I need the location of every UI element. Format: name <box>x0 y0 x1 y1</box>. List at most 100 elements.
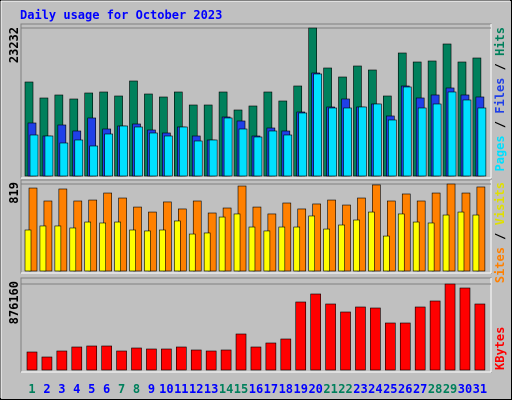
x-tick-label: 1 <box>28 382 35 396</box>
bar <box>129 229 136 272</box>
x-tick-label: 13 <box>204 382 218 396</box>
bar <box>146 348 157 371</box>
x-tick-label: 21 <box>323 382 337 396</box>
bar <box>432 103 442 177</box>
bar <box>355 306 366 371</box>
bar <box>188 233 196 272</box>
bar <box>248 226 256 272</box>
x-tick-label: 31 <box>473 382 487 396</box>
bar <box>54 225 62 272</box>
x-tick-label: 11 <box>174 382 188 396</box>
bar <box>190 349 202 371</box>
bar <box>429 300 441 371</box>
bar <box>457 211 465 272</box>
bar <box>368 211 375 272</box>
legend-entry: Sites <box>493 247 507 283</box>
x-tick-label: 2 <box>43 382 50 396</box>
bar <box>477 107 487 177</box>
bar <box>388 119 397 177</box>
x-tick-label: 9 <box>148 382 155 396</box>
bar <box>149 132 158 177</box>
x-tick-label: 10 <box>159 382 173 396</box>
bar <box>238 128 248 177</box>
x-tick-label: 15 <box>234 382 248 396</box>
bar <box>250 346 262 371</box>
bar <box>353 219 360 272</box>
x-tick-label: 4 <box>73 382 80 396</box>
legend: Pages / Files / Hits <box>493 27 507 172</box>
bar <box>161 348 172 371</box>
bar <box>101 345 112 371</box>
x-tick-label: 17 <box>264 382 278 396</box>
legend-entry: Pages <box>493 135 507 171</box>
bar <box>24 229 32 272</box>
bar <box>235 333 247 371</box>
x-tick-label: 20 <box>308 382 322 396</box>
x-tick-label: 28 <box>428 382 442 396</box>
bar <box>412 221 420 272</box>
bar <box>203 232 211 272</box>
legend-separator: / <box>493 225 507 247</box>
legend: KBytes <box>493 327 507 370</box>
y-tick-label: 876160 <box>7 281 21 324</box>
x-tick-label: 24 <box>368 382 382 396</box>
bar <box>427 222 435 272</box>
bar <box>71 346 83 371</box>
x-tick-label: 25 <box>383 382 397 396</box>
bar <box>174 220 181 272</box>
bar <box>343 107 352 177</box>
bar <box>442 214 450 272</box>
bar <box>472 214 480 272</box>
x-tick-label: 30 <box>458 382 472 396</box>
bar <box>104 133 113 177</box>
bar <box>208 139 218 177</box>
x-tick-label: 6 <box>103 382 110 396</box>
bar <box>114 221 121 272</box>
legend-separator: / <box>493 114 507 136</box>
bar <box>69 227 77 272</box>
bar <box>444 283 456 371</box>
bar <box>134 126 143 177</box>
bar <box>164 135 173 177</box>
bar <box>462 99 472 177</box>
bar <box>89 145 99 177</box>
bar <box>280 338 292 371</box>
bar <box>293 226 301 272</box>
bar <box>459 287 471 371</box>
bar <box>385 322 396 371</box>
x-tick-label: 8 <box>133 382 140 396</box>
legend-entry: Visits <box>493 182 507 225</box>
bar <box>447 91 457 177</box>
bar <box>41 356 53 371</box>
bar <box>278 226 286 272</box>
bar <box>159 229 166 272</box>
x-tick-label: 29 <box>443 382 457 396</box>
bar <box>308 215 315 272</box>
legend-separator: / <box>493 56 507 78</box>
x-tick-label: 7 <box>118 382 125 396</box>
legend: Sites / Visits <box>493 182 507 283</box>
bar <box>265 342 277 371</box>
bar <box>218 216 226 272</box>
bar <box>253 136 263 177</box>
x-tick-label: 27 <box>413 382 427 396</box>
x-tick-label: 23 <box>353 382 367 396</box>
bar <box>414 306 426 371</box>
bar <box>233 213 241 272</box>
x-tick-label: 12 <box>189 382 203 396</box>
bar <box>131 347 142 371</box>
y-tick-label: 819 <box>7 182 21 204</box>
bar <box>179 126 188 177</box>
x-tick-label: 16 <box>249 382 263 396</box>
bar <box>313 73 322 177</box>
bar <box>74 139 84 177</box>
x-tick-label: 22 <box>338 382 352 396</box>
x-tick-label: 5 <box>88 382 95 396</box>
bar <box>397 213 405 272</box>
bar <box>116 350 127 371</box>
bar <box>338 224 345 272</box>
bar <box>310 293 321 371</box>
bar <box>373 103 382 177</box>
bar <box>323 228 330 272</box>
